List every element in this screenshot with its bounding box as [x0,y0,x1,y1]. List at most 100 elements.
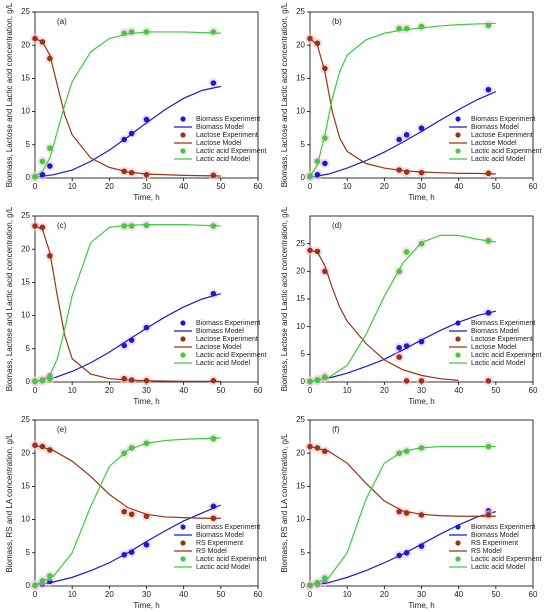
x-tick-label: 20 [105,590,114,599]
legend-label: Biomass Model [471,532,519,539]
x-tick-label: 60 [529,590,538,599]
legend-label: Biomass Model [196,328,244,335]
x-tick-label: 20 [105,386,114,395]
x-axis-label: Time, h [133,193,159,202]
y-axis-label: Biomass, Lactose and Lactic acid concent… [280,2,289,187]
x-tick-label: 0 [33,386,38,395]
y-tick-label: 5 [301,548,306,557]
legend-marker [455,116,461,122]
x-tick-label: 40 [454,182,463,191]
legend-marker [455,556,461,562]
panel-label: (c) [57,221,67,230]
x-tick-label: 50 [491,590,500,599]
data-point [403,169,410,175]
y-tick-label: 15 [296,74,305,83]
legend-label: Lactic acid Model [196,360,251,367]
legend-label: Lactic acid Experiment [471,148,541,155]
x-tick-label: 30 [417,182,426,191]
x-tick-label: 40 [179,590,188,599]
legend-marker [455,352,461,358]
legend-label: Lactic acid Model [471,360,526,367]
x-axis-label: Time, h [408,601,434,610]
model-line [309,511,496,586]
model-line [34,437,221,586]
panel-label: (e) [57,425,67,434]
y-tick-label: 25 [296,415,305,424]
x-tick-label: 0 [308,182,313,191]
legend-marker [180,132,186,138]
data-point [143,116,150,123]
model-line [309,445,496,517]
legend-label: Lactic acid Experiment [471,556,541,563]
legend-marker [180,320,186,326]
data-point [403,249,410,255]
data-point [307,443,313,450]
x-tick-label: 40 [454,590,463,599]
legend-label: Biomass Model [196,124,244,131]
legend-label: Biomass Model [471,124,519,131]
x-tick-label: 60 [529,182,538,191]
legend-marker [180,556,186,562]
y-tick-label: 25 [21,211,30,220]
panel: 0 10 20 30 40 50 60 0 5 10 15 20 25 Time, h Biomass, L… [5,2,266,202]
y-tick-label: 10 [296,322,305,331]
data-point [210,80,217,86]
legend-label: Lactic acid Experiment [196,556,266,563]
legend-marker [180,352,186,358]
legend-label: Biomass Experiment [471,116,535,123]
legend-marker [455,540,461,546]
x-tick-label: 30 [142,182,151,191]
y-tick-label: 0 [301,581,306,590]
x-tick-label: 30 [142,590,151,599]
x-tick-label: 30 [417,590,426,599]
y-tick-label: 20 [21,40,30,49]
data-point [418,125,425,131]
x-tick-label: 30 [142,386,151,395]
x-tick-label: 40 [454,386,463,395]
y-tick-label: 15 [21,74,30,83]
y-tick-label: 5 [301,140,306,149]
panel: 0 10 20 30 40 50 60 0 5 10 15 20 25 Time, h Biomass, R… [5,415,266,610]
y-tick-label: 10 [296,515,305,524]
model-line [34,85,221,178]
data-point [396,344,402,351]
data-point [485,378,492,384]
x-tick-label: 0 [308,386,313,395]
data-point [418,378,425,384]
data-point [121,508,127,515]
y-tick-label: 0 [301,377,306,386]
legend-label: Lactic acid Model [196,564,251,571]
legend-marker [180,116,186,122]
y-axis-label: Biomass, Lactose and Lactic acid concent… [5,2,14,187]
legend-marker [455,336,461,342]
data-point [418,169,425,176]
x-tick-label: 10 [68,386,77,395]
y-tick-label: 15 [296,482,305,491]
x-tick-label: 40 [179,182,188,191]
data-point [403,25,410,32]
legend-label: Lactose Model [196,344,242,351]
y-tick-label: 15 [21,482,30,491]
data-point [39,158,46,165]
data-point [143,542,150,548]
y-tick-label: 15 [21,278,30,287]
x-tick-label: 20 [380,386,389,395]
y-tick-label: 10 [21,515,30,524]
x-tick-label: 10 [68,182,77,191]
legend-marker [455,320,461,326]
data-point [128,511,135,518]
panel: 0 10 20 30 40 50 60 0 5 10 15 20 25 Time, h Biomass, L… [5,206,266,406]
y-tick-label: 5 [26,140,31,149]
legend-label: Lactic acid Experiment [196,148,266,155]
panel: 0 10 20 30 40 50 60 0 5 10 15 20 25 Time, h Biomass, L… [280,2,541,202]
legend-label: Biomass Experiment [196,524,260,531]
legend-label: Lactose Experiment [471,336,533,343]
data-point [121,375,127,382]
data-point [396,354,402,360]
y-tick-label: 5 [26,548,31,557]
x-axis-label: Time, h [133,601,159,610]
y-tick-label: 15 [296,294,305,303]
